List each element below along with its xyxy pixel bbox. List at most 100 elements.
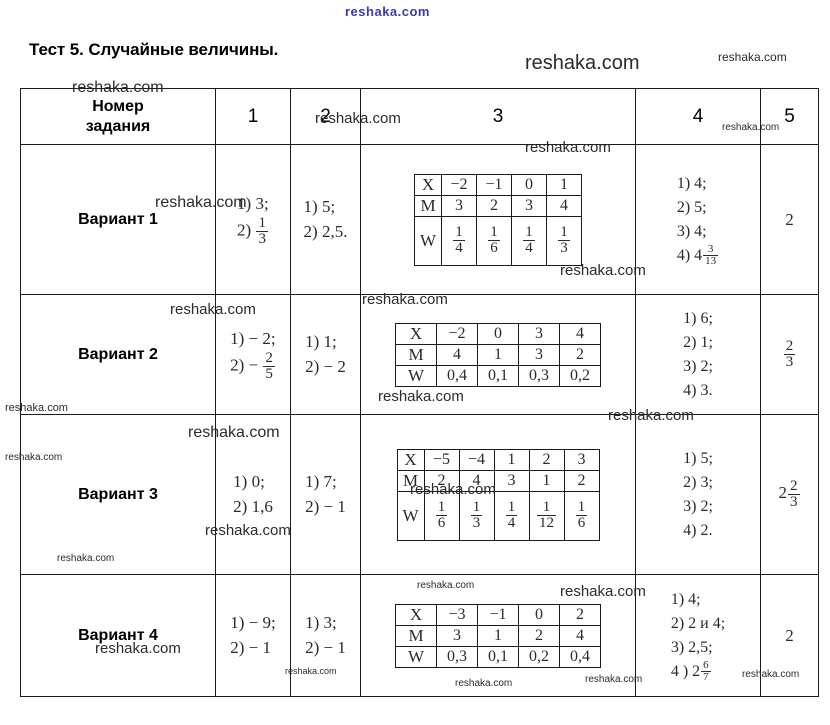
distribution-cell-w: 0,3 [436,645,478,668]
col5-value: 2 [785,209,794,229]
col1-answers-line-1: 1) − 2; [230,328,276,348]
fraction-numerator: 1 [490,224,498,240]
col4-answer-line: 2) 5; [676,198,707,216]
col1-answers-line-2: 2) 1,6 [233,496,273,516]
fraction-denominator: 12 [537,515,556,531]
distribution-cell-m: 3 [493,469,530,492]
distribution-cell-m: 2 [423,469,460,492]
col2-answers-line-1: 1) 5; [303,196,336,216]
fraction-numerator: 1 [542,499,551,515]
cell-col-3: X −2 0 3 4 M 4 1 3 2 W 0,4 0,1 0,3 0,2 [360,294,636,415]
cell-col-4: 1) 4; 2) 5; 3) 4; 4) 4 3 13 [635,144,761,295]
distribution-label-x: X [414,173,442,196]
distribution-cell-w: 0,4 [559,645,601,668]
fraction-numerator: 1 [525,224,533,240]
distribution-row-w: W 0,4 0,1 0,3 0,2 [395,364,601,387]
distribution-cell-m: 3 [441,194,477,217]
col1-answers: 1) 0; 2) 1,6 [233,470,273,519]
variant-cell: Вариант 3 [20,414,216,575]
distribution-cell-x: 0 [477,322,519,345]
fraction-denominator: 7 [701,671,711,684]
distribution-row-w: W 1 6 1 3 1 4 1 12 1 6 [396,490,600,541]
cell-col-2: 1) 7; 2) − 1 [290,414,361,575]
fraction-numerator: 2 [785,338,794,354]
fraction-numerator: 1 [455,224,463,240]
col4-answer-line: 1) 5; [683,449,713,467]
distribution-label-m: M [395,624,437,647]
variant-label: Вариант 4 [78,626,158,644]
col4-answer-line: 4) 3. [683,381,713,399]
results-table: Номер задания 1 2 3 4 5 Вариант 1 1) 3; 2)… [20,88,819,697]
table-row: Вариант 3 1) 0; 2) 1,6 1) 7; 2) − 1 X −5 −4 1 2 3 M… [20,414,819,575]
col2-answers-line-2: 2) − 1 [305,637,346,657]
distribution-cell-m: 2 [476,194,512,217]
distribution-cell-w: 0,3 [518,364,560,387]
header-task-number-line2: задания [85,117,151,135]
col4-answers: 1) 5; 2) 3; 3) 2; 4) 2. [683,447,713,543]
fraction-numerator: 1 [472,499,481,515]
col5-value: 2 [785,625,794,645]
distribution-cell-m: 1 [477,343,519,366]
col1-answers-line-1: 1) 0; [233,471,265,491]
col1-answers-line-1: 1) − 9; [230,612,276,632]
fraction-denominator: 13 [703,255,719,268]
fraction-denominator: 3 [783,354,796,370]
col4-answer-line: 2) 3; [683,473,713,491]
col2-answers: 1) 7; 2) − 1 [305,470,346,519]
col2-answers-line-2: 2) − 2 [305,356,346,376]
fraction-numerator: 1 [560,224,568,240]
distribution-cell-m: 2 [559,343,601,366]
distribution-cell-x: 2 [559,603,601,626]
col1-answers: 1) − 9; 2) − 1 [230,611,275,660]
distribution-cell-x: −4 [458,448,495,471]
distribution-row-x: X −2 0 3 4 [395,322,601,345]
distribution-cell-m: 3 [518,343,560,366]
fraction-denominator: 6 [488,240,500,256]
distribution-cell-x: 2 [528,448,565,471]
distribution-cell-w: 0,1 [477,645,519,668]
table-header-row: Номер задания 1 2 3 4 5 [20,88,819,145]
distribution-cell-x: −1 [477,603,519,626]
watermark: reshaka.com [525,52,640,74]
distribution-cell-w: 0,4 [436,364,478,387]
col4-answer-line: 3) 4; [676,222,707,240]
distribution-label-m: M [396,469,425,492]
table-body: Вариант 1 1) 3; 2) 1 3 1) 5; 2) 2,5. X −2 −1 0 1 M 3… [20,144,819,697]
col2-answers-line-2: 2) 2,5. [303,221,348,241]
distribution-label-w: W [396,490,425,541]
header-col-5: 5 [760,88,819,145]
distribution-table: X −2 −1 0 1 M 3 2 3 4 W 1 4 1 6 1 4 1 3 [414,173,582,266]
cell-col-3: X −3 −1 0 2 M 3 1 2 4 W 0,3 0,1 0,2 0,4 [360,574,636,697]
col2-answers-line-1: 1) 3; [305,612,337,632]
distribution-table: X −2 0 3 4 M 4 1 3 2 W 0,4 0,1 0,3 0,2 [395,322,601,387]
cell-col-1: 1) − 9; 2) − 1 [215,574,291,697]
variant-label: Вариант 2 [78,345,158,363]
distribution-row-x: X −3 −1 0 2 [395,603,601,626]
distribution-label-m: M [414,194,442,217]
distribution-label-x: X [395,322,437,345]
distribution-cell-m: 4 [559,624,601,647]
table-row: Вариант 2 1) − 2; 2) − 2 5 1) 1; 2) − 2 X −2 0 3 4… [20,294,819,415]
distribution-cell-w: 0,2 [518,645,560,668]
